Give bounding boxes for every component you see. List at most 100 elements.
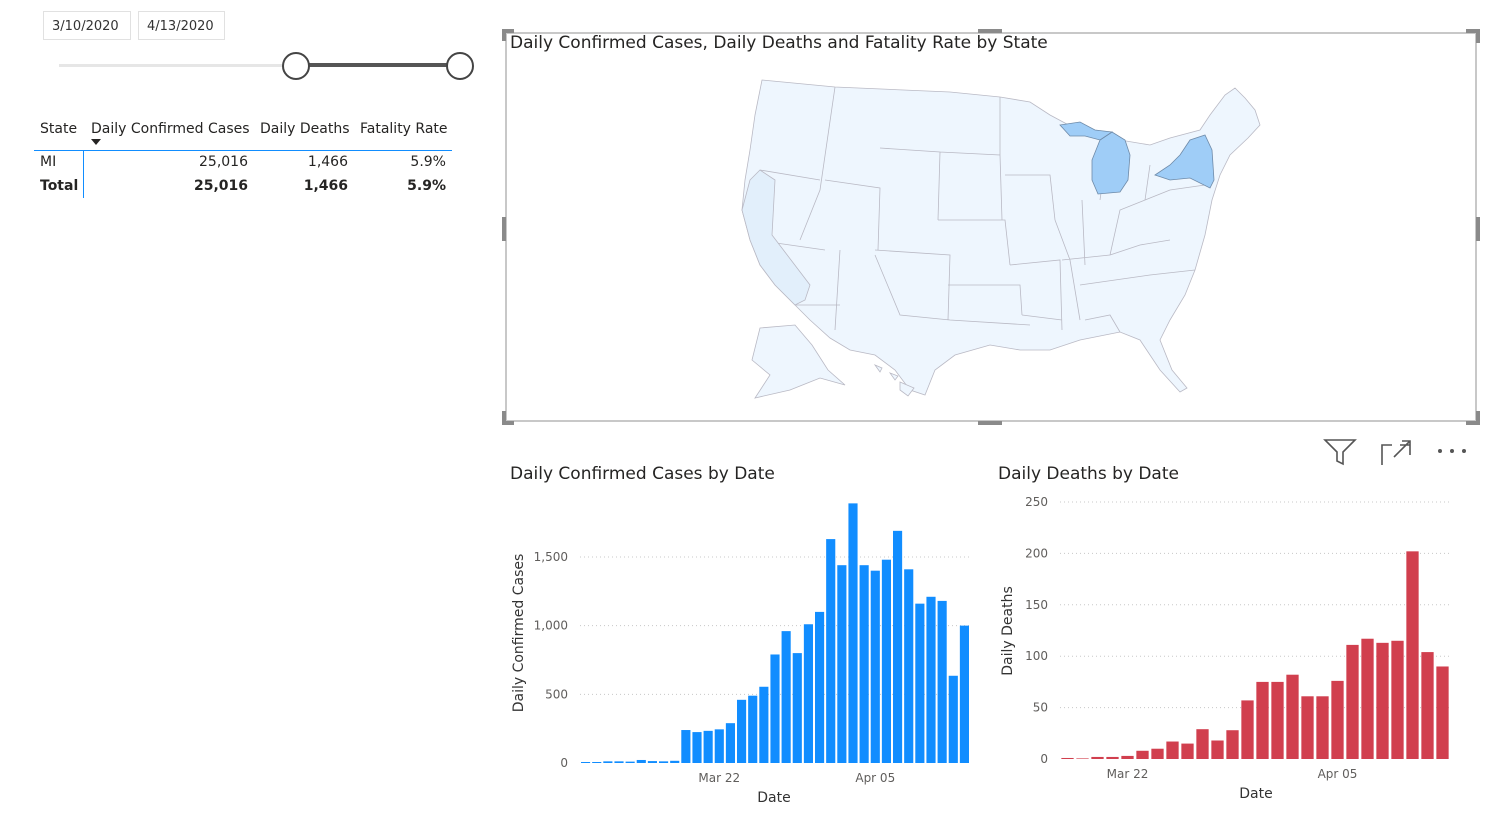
- deaths-bar[interactable]: [1121, 755, 1134, 759]
- cases-bar[interactable]: [659, 761, 669, 763]
- deaths-bar[interactable]: [1286, 674, 1299, 759]
- deaths-bar[interactable]: [1271, 681, 1284, 759]
- cases-y-axis-title: Daily Confirmed Cases: [511, 553, 527, 713]
- cases-bar[interactable]: [759, 686, 769, 763]
- deaths-bar-chart[interactable]: 0 50 100 150 200 250 Mar 22 Apr 05: [1015, 490, 1465, 790]
- deaths-bar[interactable]: [1211, 740, 1224, 759]
- deaths-bar[interactable]: [1151, 748, 1164, 759]
- cases-x-tick-label: Apr 05: [855, 771, 895, 785]
- resize-handle[interactable]: [1476, 29, 1480, 43]
- cases-bar[interactable]: [703, 730, 713, 763]
- sort-descending-icon[interactable]: [91, 139, 101, 145]
- total-rate: 5.9%: [407, 178, 446, 194]
- cases-bar[interactable]: [859, 565, 869, 763]
- cases-bar[interactable]: [948, 675, 958, 763]
- us-states-map[interactable]: [700, 70, 1290, 410]
- table-header-state[interactable]: State: [40, 121, 78, 137]
- date-slider-range: [296, 63, 460, 67]
- cases-bar[interactable]: [926, 596, 936, 763]
- table-header-deaths[interactable]: Daily Deaths: [260, 121, 350, 137]
- cases-bar[interactable]: [614, 761, 624, 763]
- cases-bar[interactable]: [714, 729, 724, 763]
- end-date-input[interactable]: 4/13/2020: [138, 11, 225, 40]
- deaths-bar[interactable]: [1376, 642, 1389, 759]
- deaths-bar[interactable]: [1091, 756, 1104, 759]
- date-slider-start-handle[interactable]: [282, 52, 310, 80]
- deaths-bar[interactable]: [1316, 696, 1329, 759]
- cases-bar[interactable]: [725, 723, 735, 763]
- cases-bar[interactable]: [881, 559, 891, 763]
- cell-rate: 5.9%: [410, 154, 446, 170]
- deaths-bar[interactable]: [1361, 638, 1374, 759]
- resize-handle[interactable]: [1476, 217, 1480, 241]
- cases-bar[interactable]: [625, 761, 635, 763]
- deaths-bar[interactable]: [1391, 640, 1404, 759]
- resize-handle[interactable]: [1466, 421, 1480, 425]
- deaths-bar[interactable]: [1076, 758, 1089, 759]
- table-column-divider: [83, 151, 84, 198]
- cases-bar[interactable]: [770, 654, 780, 763]
- total-label: Total: [40, 178, 79, 194]
- cases-bar[interactable]: [848, 503, 858, 763]
- deaths-bar[interactable]: [1301, 696, 1314, 759]
- deaths-bar[interactable]: [1331, 680, 1344, 759]
- resize-handle[interactable]: [978, 421, 1002, 425]
- resize-handle[interactable]: [502, 217, 506, 241]
- deaths-bar[interactable]: [1226, 730, 1239, 759]
- resize-handle[interactable]: [978, 29, 1002, 33]
- table-header-rate[interactable]: Fatality Rate: [360, 121, 448, 137]
- resize-handle[interactable]: [502, 421, 514, 425]
- cases-bar[interactable]: [870, 570, 880, 763]
- cases-chart-title: Daily Confirmed Cases by Date: [510, 464, 775, 484]
- cases-bar[interactable]: [815, 611, 825, 763]
- cases-bar[interactable]: [781, 631, 791, 763]
- deaths-bar[interactable]: [1106, 756, 1119, 759]
- resize-handle[interactable]: [1466, 29, 1480, 33]
- deaths-bar[interactable]: [1346, 644, 1359, 759]
- start-date-input[interactable]: 3/10/2020: [43, 11, 131, 40]
- cases-bar[interactable]: [647, 761, 657, 763]
- resize-handle[interactable]: [1476, 411, 1480, 425]
- deaths-bar[interactable]: [1421, 652, 1434, 759]
- cases-bar[interactable]: [826, 539, 836, 763]
- deaths-bar[interactable]: [1136, 750, 1149, 759]
- deaths-bar[interactable]: [1181, 743, 1194, 759]
- focus-mode-icon[interactable]: [1380, 439, 1412, 467]
- cases-y-tick-label: 0: [560, 756, 568, 770]
- cases-bar[interactable]: [803, 624, 813, 763]
- cases-bar[interactable]: [692, 732, 702, 763]
- resize-handle[interactable]: [502, 411, 506, 425]
- map-state-region: [741, 79, 1261, 396]
- map-state-hawaii: [873, 364, 915, 397]
- deaths-bar[interactable]: [1256, 681, 1269, 759]
- cases-bar[interactable]: [893, 530, 903, 763]
- deaths-bar[interactable]: [1436, 666, 1449, 759]
- cases-bar[interactable]: [670, 760, 680, 763]
- deaths-bar[interactable]: [1061, 757, 1074, 759]
- more-options-icon[interactable]: [1436, 446, 1468, 456]
- cases-bar-chart[interactable]: 0 500 1,000 1,500 Mar 22 Apr 05: [530, 490, 980, 790]
- cases-bar[interactable]: [837, 565, 847, 763]
- cases-bar[interactable]: [737, 699, 747, 763]
- resize-handle[interactable]: [502, 29, 514, 33]
- deaths-bar[interactable]: [1241, 700, 1254, 759]
- cases-bar[interactable]: [959, 625, 969, 763]
- deaths-bar[interactable]: [1406, 551, 1419, 759]
- cases-bar[interactable]: [904, 569, 914, 763]
- filter-icon[interactable]: [1323, 437, 1357, 467]
- deaths-bar[interactable]: [1166, 741, 1179, 759]
- cases-bar[interactable]: [603, 761, 613, 763]
- date-slider-track[interactable]: [59, 64, 460, 67]
- cases-bar[interactable]: [915, 603, 925, 763]
- deaths-bar[interactable]: [1196, 729, 1209, 759]
- cases-bar[interactable]: [581, 762, 591, 763]
- resize-handle[interactable]: [502, 29, 506, 41]
- cases-bar[interactable]: [792, 653, 802, 763]
- cases-bar[interactable]: [937, 600, 947, 763]
- cases-bar[interactable]: [681, 730, 691, 763]
- cases-bar[interactable]: [748, 695, 758, 763]
- table-header-cases[interactable]: Daily Confirmed Cases: [91, 121, 250, 137]
- cases-bar[interactable]: [636, 759, 646, 763]
- cases-bar[interactable]: [592, 762, 602, 763]
- date-slider-end-handle[interactable]: [446, 52, 474, 80]
